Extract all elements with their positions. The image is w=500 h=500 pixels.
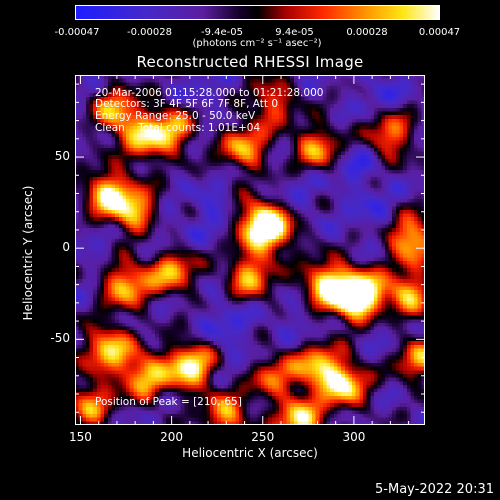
x-tick-label: 200	[160, 430, 184, 444]
y-tick-label: 0	[62, 240, 70, 255]
x-tick-label: 300	[342, 430, 366, 444]
x-tick-label: 150	[69, 430, 92, 444]
annotation-detectors: Detectors: 3F 4F 5F 6F 7F 8F, Att 0	[95, 98, 279, 110]
colorbar-tick-label: -0.00028	[127, 27, 172, 38]
annotation-energy-range: Energy Range: 25.0 - 50.0 keV	[95, 110, 256, 122]
x-axis-label: Heliocentric X (arcsec)	[182, 446, 318, 460]
colorbar-tick-label: 0.00047	[418, 27, 461, 38]
heatmap-image-holder	[75, 75, 425, 425]
colorbar-tick-label: -9.4e-05	[201, 27, 243, 38]
colorbar-tick-label: 9.4e-05	[275, 27, 314, 38]
colorbar-units: (photons cm⁻² s⁻¹ asec⁻²)	[192, 38, 322, 49]
axis-ticks	[75, 75, 425, 425]
plot-frame	[75, 75, 425, 425]
annotation-time-range: 20-Mar-2006 01:15:28.000 to 01:21:28.000	[95, 87, 324, 99]
chart-title: Reconstructed RHESSI Image	[136, 53, 364, 71]
heatmap-image	[75, 75, 425, 425]
y-tick-label: 50	[54, 149, 70, 164]
y-axis-label: Heliocentric Y (arcsec)	[21, 185, 35, 321]
colorbar	[75, 5, 440, 20]
colorbar-tick-label: 0.00028	[346, 27, 388, 38]
colorbar-tick-label: -0.00047	[54, 27, 100, 38]
annotation-algorithm: Clean Total counts: 1.01E+04	[95, 122, 261, 134]
annotation-peak-position: Position of Peak = [210,-65]	[95, 396, 242, 408]
heatmap-plot	[75, 75, 425, 425]
timestamp: 5-May-2022 20:31	[375, 482, 494, 497]
y-tick-label: -50	[50, 331, 70, 346]
x-tick-label: 250	[251, 430, 275, 444]
